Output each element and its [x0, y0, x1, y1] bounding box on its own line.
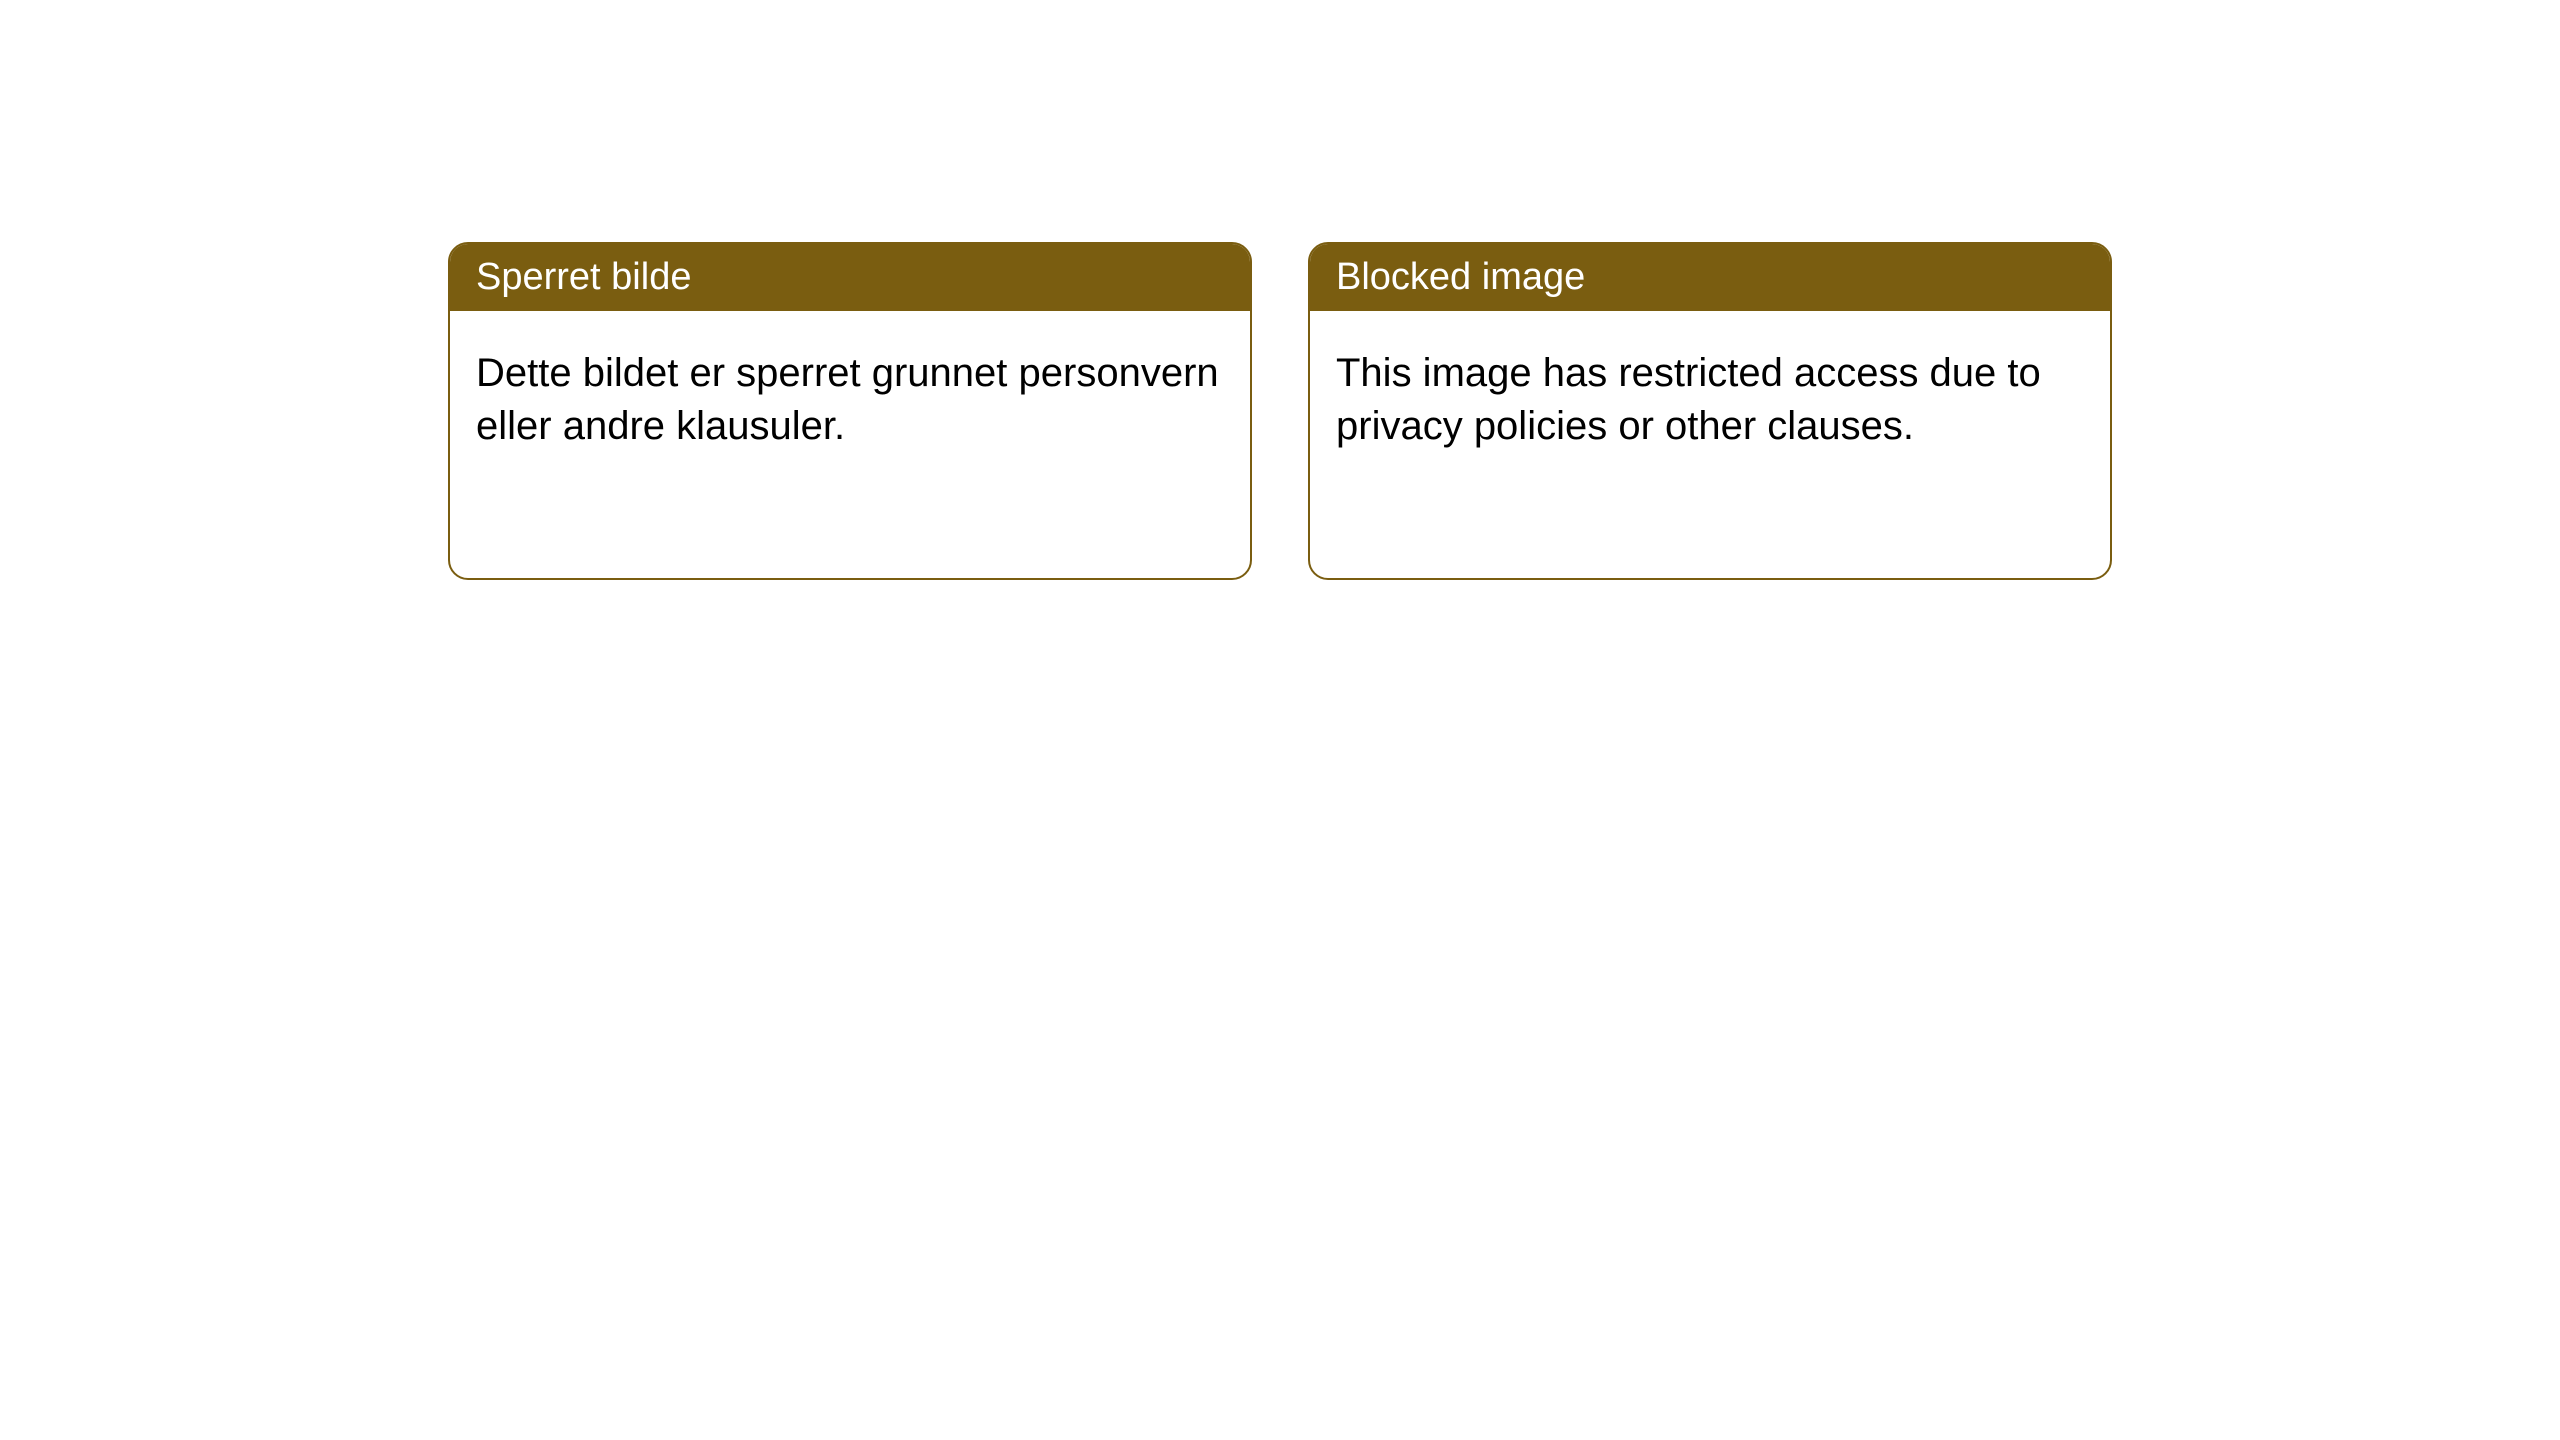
notice-header-text: Blocked image	[1336, 256, 1585, 298]
notice-body-text: Dette bildet er sperret grunnet personve…	[476, 351, 1219, 448]
notice-header-text: Sperret bilde	[476, 256, 691, 298]
notice-card-norwegian: Sperret bilde Dette bildet er sperret gr…	[448, 242, 1252, 580]
notice-header: Blocked image	[1310, 244, 2110, 311]
notice-body: This image has restricted access due to …	[1310, 311, 2110, 489]
notice-body-text: This image has restricted access due to …	[1336, 351, 2041, 448]
notice-container: Sperret bilde Dette bildet er sperret gr…	[0, 0, 2560, 580]
notice-header: Sperret bilde	[450, 244, 1250, 311]
notice-body: Dette bildet er sperret grunnet personve…	[450, 311, 1250, 489]
notice-card-english: Blocked image This image has restricted …	[1308, 242, 2112, 580]
